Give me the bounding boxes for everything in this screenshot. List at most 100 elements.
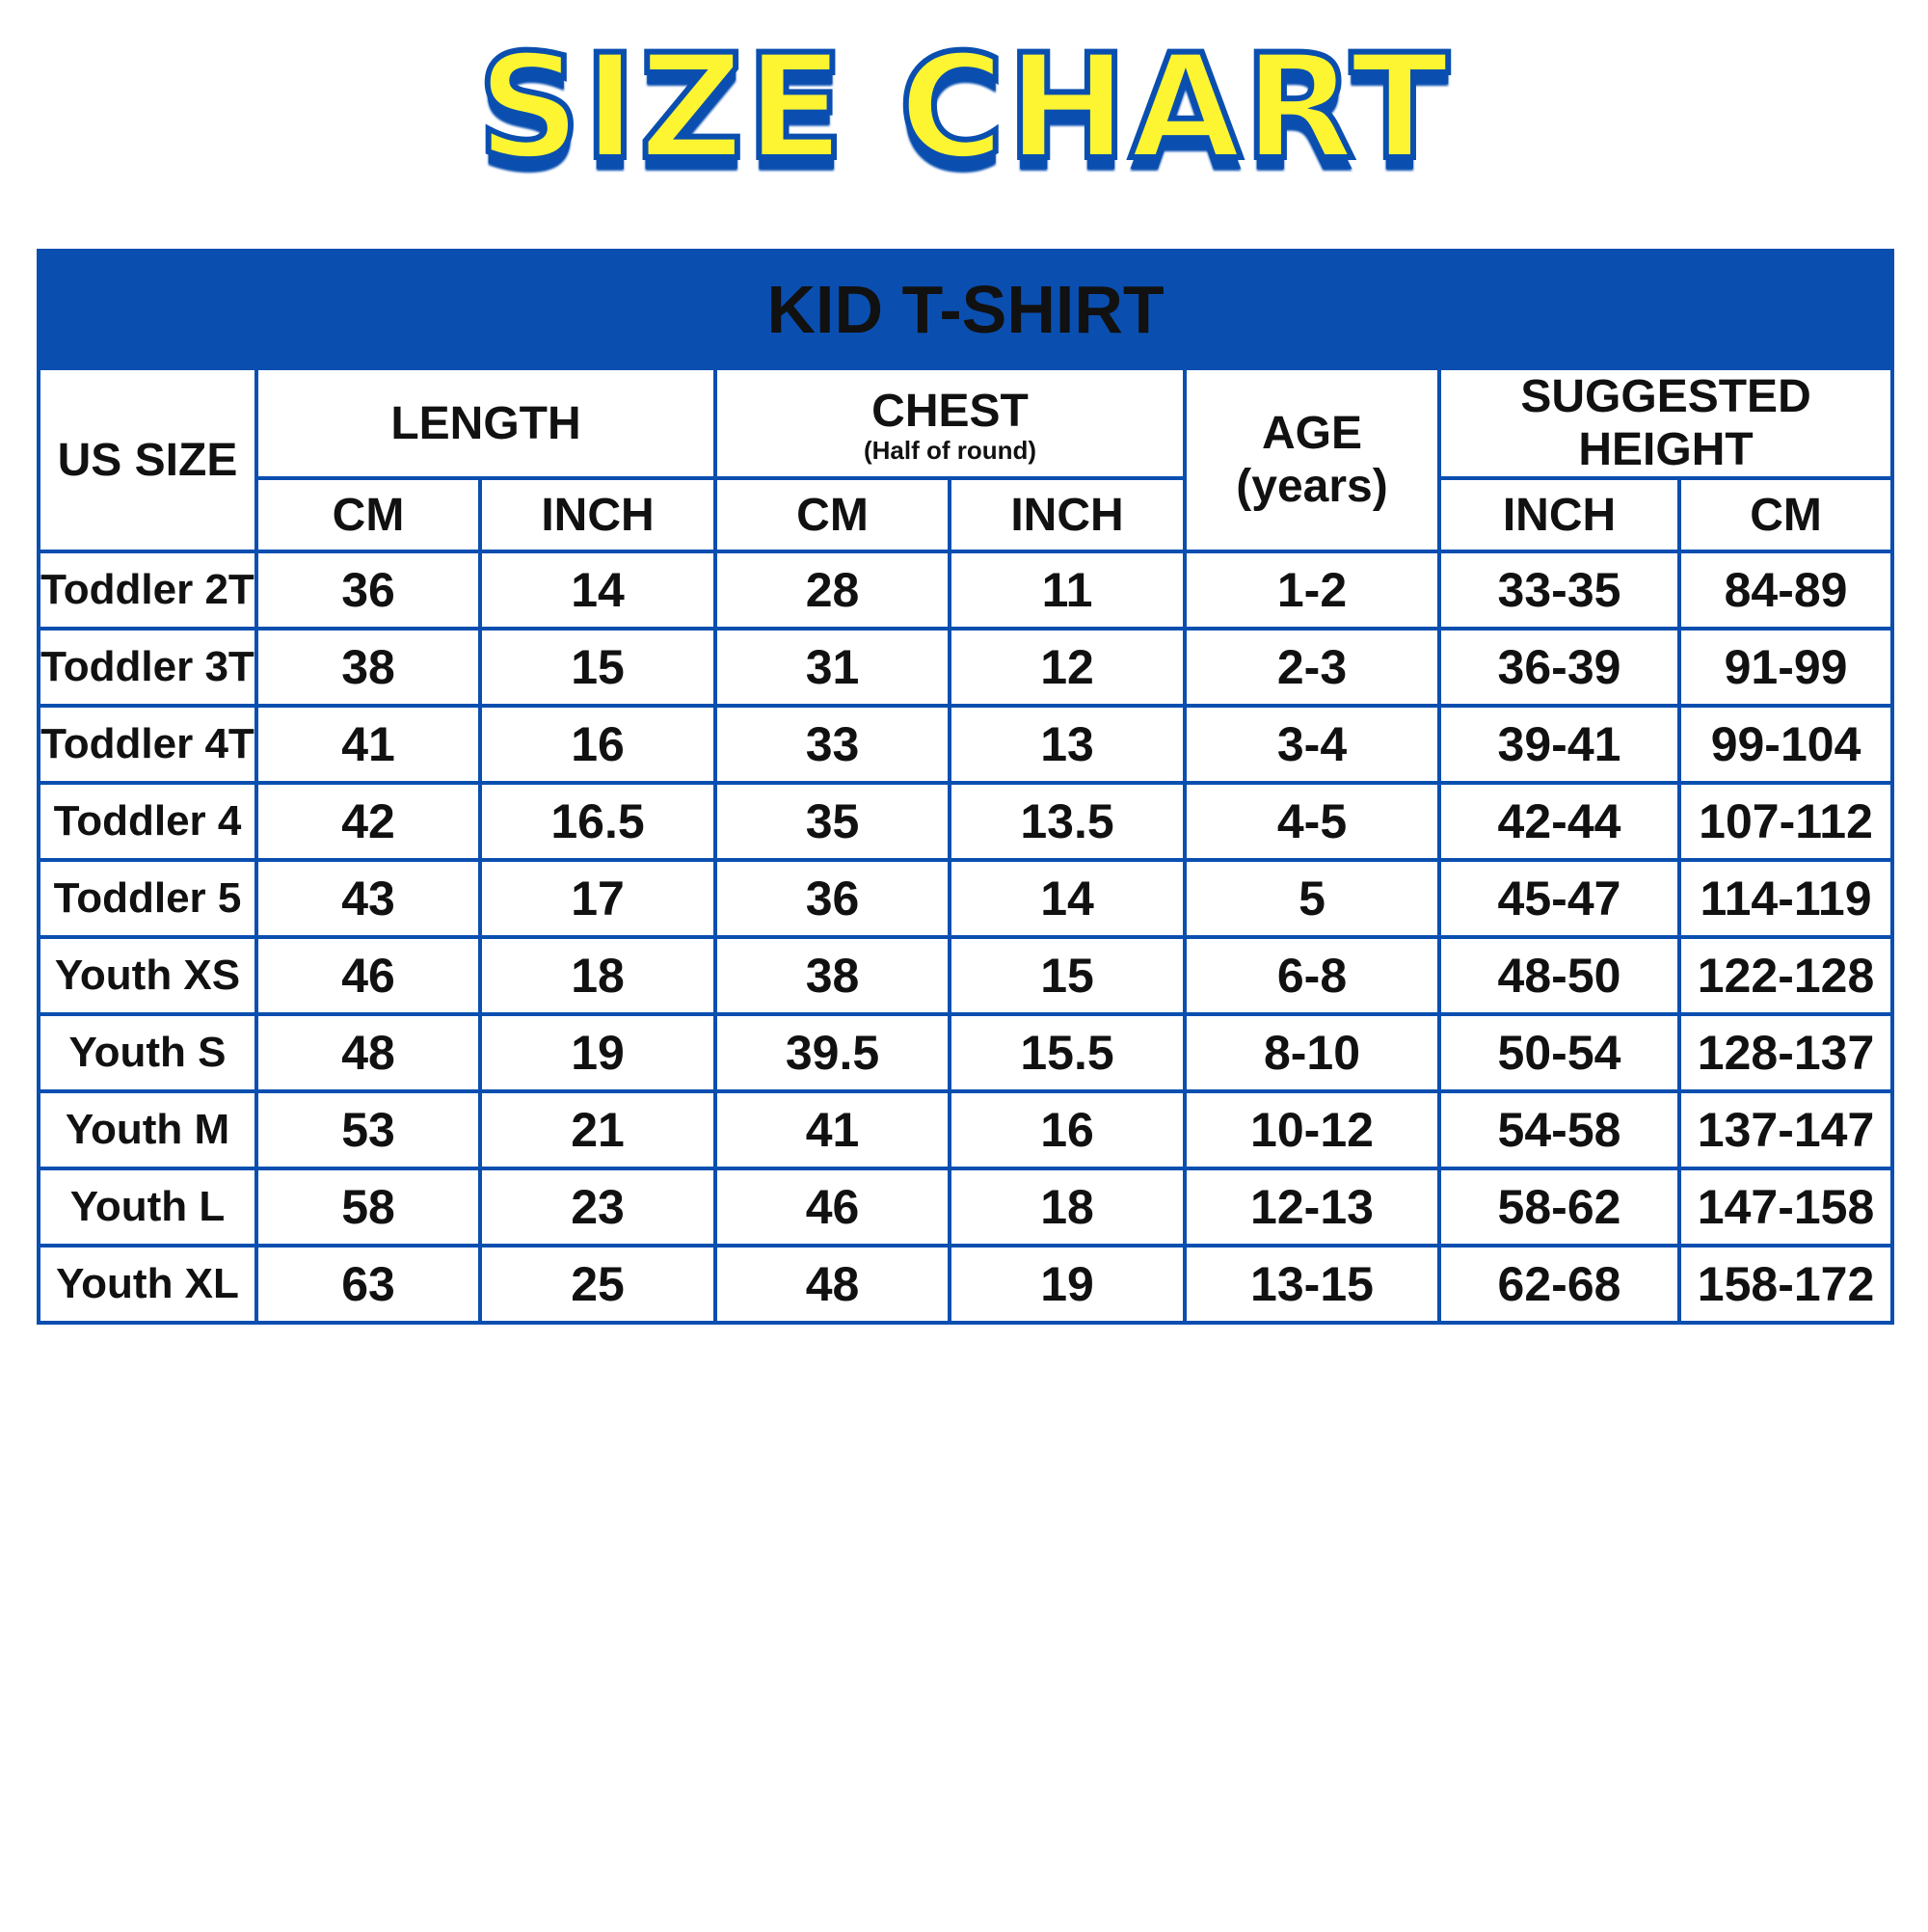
- cell-length-inch: 23: [478, 1167, 717, 1248]
- cell-height-cm: 91-99: [1676, 627, 1895, 708]
- cell-age: 6-8: [1183, 935, 1441, 1016]
- subheader-height-cm: CM: [1676, 476, 1895, 553]
- cell-chest-cm: 38: [713, 935, 951, 1016]
- cell-height-cm: 107-112: [1676, 781, 1895, 862]
- cell-age: 13-15: [1183, 1244, 1441, 1325]
- cell-height-cm: 137-147: [1676, 1089, 1895, 1170]
- header-us-size: US SIZE: [37, 366, 258, 553]
- cell-size: Toddler 5: [37, 858, 258, 939]
- chest-note: (Half of round): [863, 435, 1037, 465]
- cell-height-cm: 158-172: [1676, 1244, 1895, 1325]
- cell-age: 8-10: [1183, 1012, 1441, 1093]
- cell-size: Toddler 4T: [37, 704, 258, 785]
- cell-chest-cm: 39.5: [713, 1012, 951, 1093]
- cell-chest-inch: 18: [948, 1167, 1187, 1248]
- cell-height-inch: 54-58: [1437, 1089, 1681, 1170]
- cell-chest-cm: 33: [713, 704, 951, 785]
- subheader-chest-inch: INCH: [948, 476, 1187, 553]
- cell-age: 3-4: [1183, 704, 1441, 785]
- subheader-chest-cm: CM: [713, 476, 951, 553]
- cell-length-cm: 43: [254, 858, 482, 939]
- cell-height-inch: 50-54: [1437, 1012, 1681, 1093]
- cell-chest-cm: 35: [713, 781, 951, 862]
- cell-length-inch: 25: [478, 1244, 717, 1325]
- cell-length-cm: 38: [254, 627, 482, 708]
- cell-height-cm: 147-158: [1676, 1167, 1895, 1248]
- cell-chest-inch: 16: [948, 1089, 1187, 1170]
- table-row: Toddler 2T 36 14 28 11 1-2 33-35 84-89: [37, 550, 1895, 631]
- table-row: Youth M 53 21 41 16 10-12 54-58 137-147: [37, 1089, 1895, 1170]
- table-row: Toddler 5 43 17 36 14 5 45-47 114-119: [37, 858, 1895, 939]
- cell-length-cm: 63: [254, 1244, 482, 1325]
- cell-length-inch: 19: [478, 1012, 717, 1093]
- header-suggested-height: SUGGESTED HEIGHT: [1436, 366, 1895, 480]
- cell-chest-cm: 31: [713, 627, 951, 708]
- table-row: Youth L 58 23 46 18 12-13 58-62 147-158: [37, 1167, 1895, 1248]
- cell-size: Youth S: [37, 1012, 258, 1093]
- table-banner: KID T-SHIRT: [36, 249, 1895, 370]
- cell-height-inch: 48-50: [1437, 935, 1681, 1016]
- subheader-height-inch: INCH: [1437, 476, 1681, 553]
- table-row: Youth XL 63 25 48 19 13-15 62-68 158-172: [37, 1244, 1895, 1325]
- table-row: Toddler 4 42 16.5 35 13.5 4-5 42-44 107-112: [37, 781, 1895, 862]
- table-row: Toddler 3T 38 15 31 12 2-3 36-39 91-99: [37, 627, 1895, 708]
- cell-chest-cm: 36: [713, 858, 951, 939]
- cell-chest-cm: 28: [713, 550, 951, 631]
- cell-length-inch: 17: [478, 858, 717, 939]
- cell-height-inch: 62-68: [1437, 1244, 1681, 1325]
- cell-length-inch: 14: [478, 550, 717, 631]
- cell-height-cm: 99-104: [1676, 704, 1895, 785]
- cell-height-inch: 33-35: [1437, 550, 1681, 631]
- size-chart-title: SIZE CHART: [474, 21, 1452, 195]
- cell-chest-inch: 14: [948, 858, 1187, 939]
- cell-chest-inch: 13: [948, 704, 1187, 785]
- size-table: KID T-SHIRT US SIZE LENGTH CHEST (Half of…: [36, 249, 1895, 1325]
- cell-age: 1-2: [1183, 550, 1441, 631]
- subheader-length-inch: INCH: [478, 476, 717, 553]
- cell-size: Youth M: [37, 1089, 258, 1170]
- cell-chest-inch: 13.5: [948, 781, 1187, 862]
- cell-length-inch: 16.5: [478, 781, 717, 862]
- subheader-length-cm: CM: [254, 476, 482, 553]
- cell-chest-inch: 12: [948, 627, 1187, 708]
- cell-chest-cm: 46: [713, 1167, 951, 1248]
- cell-chest-inch: 19: [948, 1244, 1187, 1325]
- cell-height-inch: 39-41: [1437, 704, 1681, 785]
- cell-height-cm: 114-119: [1676, 858, 1895, 939]
- cell-age: 2-3: [1183, 627, 1441, 708]
- cell-chest-inch: 15.5: [948, 1012, 1187, 1093]
- cell-length-cm: 48: [254, 1012, 482, 1093]
- cell-height-cm: 122-128: [1676, 935, 1895, 1016]
- cell-length-cm: 53: [254, 1089, 482, 1170]
- header-age: AGE (years): [1183, 366, 1441, 553]
- cell-length-inch: 16: [478, 704, 717, 785]
- table-row: Toddler 4T 41 16 33 13 3-4 39-41 99-104: [37, 704, 1895, 785]
- cell-chest-inch: 15: [948, 935, 1187, 1016]
- cell-height-cm: 128-137: [1676, 1012, 1895, 1093]
- cell-height-cm: 84-89: [1676, 550, 1895, 631]
- cell-size: Toddler 3T: [37, 627, 258, 708]
- cell-length-inch: 21: [478, 1089, 717, 1170]
- cell-length-cm: 41: [254, 704, 482, 785]
- table-row: Youth XS 46 18 38 15 6-8 48-50 122-128: [37, 935, 1895, 1016]
- cell-chest-cm: 41: [713, 1089, 951, 1170]
- header-length: LENGTH: [254, 366, 717, 480]
- cell-length-cm: 46: [254, 935, 482, 1016]
- cell-height-inch: 36-39: [1437, 627, 1681, 708]
- cell-size: Youth L: [37, 1167, 258, 1248]
- cell-chest-inch: 11: [948, 550, 1187, 631]
- cell-age: 5: [1183, 858, 1441, 939]
- cell-size: Youth XL: [37, 1244, 258, 1325]
- cell-age: 4-5: [1183, 781, 1441, 862]
- age-unit: (years): [1236, 461, 1388, 512]
- cell-chest-cm: 48: [713, 1244, 951, 1325]
- cell-length-cm: 42: [254, 781, 482, 862]
- cell-size: Toddler 4: [37, 781, 258, 862]
- cell-height-inch: 58-62: [1437, 1167, 1681, 1248]
- cell-length-inch: 15: [478, 627, 717, 708]
- cell-age: 12-13: [1183, 1167, 1441, 1248]
- table-row: Youth S 48 19 39.5 15.5 8-10 50-54 128-137: [37, 1012, 1895, 1093]
- cell-length-cm: 36: [254, 550, 482, 631]
- cell-size: Toddler 2T: [37, 550, 258, 631]
- chest-label: CHEST: [871, 385, 1029, 437]
